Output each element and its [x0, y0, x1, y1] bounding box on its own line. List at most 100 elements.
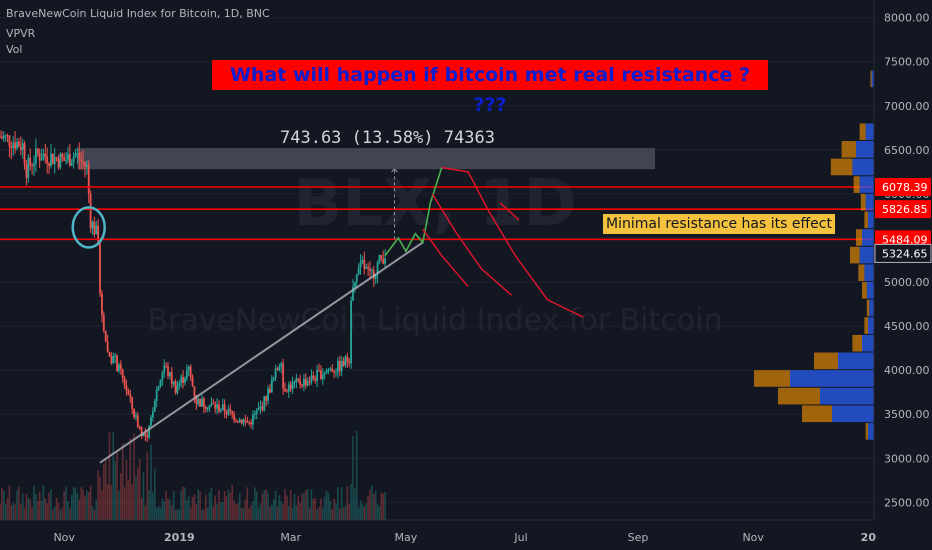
vol-label[interactable]: Vol: [6, 43, 23, 56]
candle-body: [72, 156, 75, 163]
volume-bar: [133, 432, 135, 520]
volume-bar: [48, 492, 50, 520]
volume-bar: [297, 495, 300, 520]
candle-body: [57, 158, 60, 168]
candle-body: [340, 360, 343, 372]
volume-bar: [152, 492, 154, 520]
volume-bar: [248, 508, 250, 520]
volume-bar: [327, 493, 330, 520]
volume-bar: [38, 491, 41, 520]
volume-profile-buy: [856, 141, 874, 158]
volume-bar: [204, 494, 207, 520]
candle-body: [189, 366, 192, 377]
volume-bar: [212, 506, 215, 520]
volume-bar: [238, 492, 241, 520]
volume-bar: [16, 490, 18, 520]
volume-bar: [59, 509, 62, 520]
candle-body: [157, 386, 160, 391]
volume-profile-sell: [856, 229, 862, 246]
volume-bar: [61, 507, 64, 520]
volume-bar: [80, 487, 82, 520]
volume-bar: [271, 504, 273, 520]
candle-body: [99, 243, 101, 294]
volume-bar: [308, 507, 311, 520]
candle-body: [221, 404, 224, 411]
volume-bar: [93, 509, 96, 520]
volume-bar: [325, 490, 328, 520]
candle-body: [150, 417, 152, 426]
volume-bar: [163, 501, 166, 520]
volume-bar: [35, 493, 37, 520]
candle-body: [238, 419, 241, 423]
volume-bar: [131, 484, 133, 520]
candle-body: [369, 268, 371, 271]
y-tick-label: 7500.00: [884, 56, 930, 69]
candle-body: [67, 154, 69, 161]
x-tick-label: Nov: [742, 531, 764, 544]
candle-body: [250, 422, 252, 425]
volume-bar: [357, 507, 360, 520]
volume-bar: [278, 495, 281, 520]
price-label-bg: [875, 177, 931, 196]
candle-body: [367, 267, 369, 269]
candle-body: [314, 378, 317, 381]
candle-body: [161, 373, 164, 381]
candle-body: [255, 410, 258, 414]
candle-body: [85, 164, 88, 167]
candle-body: [53, 157, 56, 164]
candle-body: [286, 391, 288, 393]
volume-bar: [284, 489, 286, 520]
candle-body: [359, 262, 362, 268]
volume-bar: [89, 485, 92, 520]
volume-bar: [44, 498, 47, 520]
candle-body: [129, 394, 132, 398]
volume-bar: [104, 459, 107, 520]
candle-body: [325, 370, 328, 374]
candle-body: [89, 193, 92, 229]
candle-body: [261, 406, 264, 411]
candle-body: [63, 157, 66, 161]
volume-bar: [69, 508, 71, 520]
volume-bar: [316, 509, 318, 520]
volume-bar: [74, 487, 77, 520]
volume-bar: [314, 498, 317, 520]
candle-body: [335, 371, 337, 373]
candle-body: [318, 370, 320, 372]
candle-body: [352, 287, 354, 301]
candle-body: [31, 165, 33, 167]
volume-bar: [371, 485, 373, 520]
volume-bar: [274, 490, 277, 520]
candle-body: [6, 135, 9, 137]
volume-bar: [123, 487, 126, 520]
candle-body: [125, 385, 128, 391]
candle-body: [219, 410, 222, 412]
volume-bar: [46, 503, 48, 520]
candle-body: [253, 413, 256, 415]
y-tick-label: 2500.00: [884, 496, 930, 509]
projection-red: [431, 193, 513, 296]
volume-bar: [23, 507, 26, 520]
candle-body: [87, 164, 90, 194]
volume-bar: [242, 508, 245, 520]
volume-bar: [210, 487, 213, 520]
volume-bar: [189, 507, 192, 520]
vpvr-label[interactable]: VPVR: [6, 27, 36, 40]
candle-body: [229, 408, 232, 411]
price-label: 5826.85: [882, 203, 928, 216]
candle-body: [199, 399, 201, 407]
volume-bar: [53, 506, 56, 520]
candle-body: [27, 157, 30, 178]
candle-body: [93, 221, 96, 235]
x-tick-label: Jul: [513, 531, 527, 544]
candle-body: [146, 436, 149, 438]
volume-bar: [354, 488, 356, 520]
volume-bar: [221, 502, 224, 520]
candle-body: [108, 351, 111, 357]
volume-bar: [216, 504, 218, 520]
symbol-label[interactable]: BraveNewCoin Liquid Index for Bitcoin, 1…: [6, 7, 270, 20]
volume-bar: [42, 485, 45, 520]
volume-bar: [144, 505, 147, 520]
volume-profile-sell: [858, 264, 865, 282]
candle-body: [70, 162, 73, 166]
